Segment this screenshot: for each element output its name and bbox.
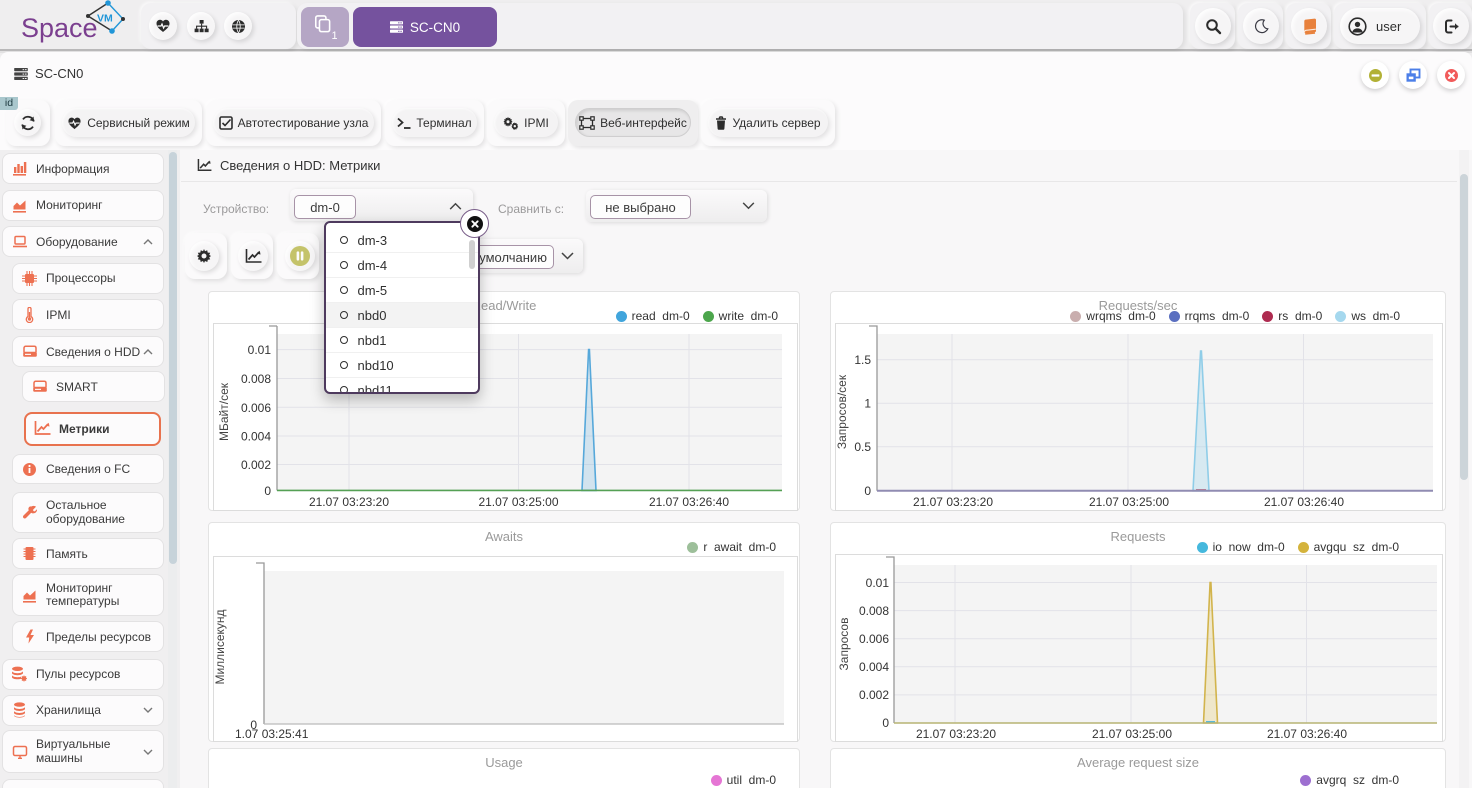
svg-text:0.5: 0.5 xyxy=(854,440,871,454)
svg-text:0: 0 xyxy=(264,484,271,498)
svg-text:Миллисекунд: Миллисекунд xyxy=(214,609,227,684)
svg-text:21.07 03:25:00: 21.07 03:25:00 xyxy=(1092,727,1172,741)
svg-text:21.07 03:23:20: 21.07 03:23:20 xyxy=(309,495,389,509)
svg-text:1.07 03:25:41: 1.07 03:25:41 xyxy=(235,727,309,741)
svg-text:VM: VM xyxy=(97,13,113,25)
svg-text:Space: Space xyxy=(21,13,98,43)
svg-text:Запросов: Запросов xyxy=(837,618,851,671)
svg-text:0.004: 0.004 xyxy=(241,430,271,444)
svg-text:21.07 03:25:00: 21.07 03:25:00 xyxy=(478,495,558,509)
svg-text:0.002: 0.002 xyxy=(859,688,889,702)
svg-text:0.004: 0.004 xyxy=(859,660,889,674)
svg-text:Запросов/сек: Запросов/сек xyxy=(836,374,849,449)
svg-text:1.5: 1.5 xyxy=(854,353,871,367)
svg-text:0: 0 xyxy=(882,716,889,730)
svg-text:0.006: 0.006 xyxy=(241,401,271,415)
svg-text:0.01: 0.01 xyxy=(248,343,272,357)
svg-text:0: 0 xyxy=(250,718,257,732)
svg-text:21.07 03:25:00: 21.07 03:25:00 xyxy=(1089,495,1169,509)
svg-text:0: 0 xyxy=(864,484,871,498)
svg-text:21.07 03:23:20: 21.07 03:23:20 xyxy=(913,495,993,509)
svg-text:21.07 03:23:20: 21.07 03:23:20 xyxy=(916,727,996,741)
svg-text:МБайт/сек: МБайт/сек xyxy=(217,382,231,441)
svg-text:0.008: 0.008 xyxy=(859,604,889,618)
svg-text:0.002: 0.002 xyxy=(241,458,271,472)
svg-text:0.006: 0.006 xyxy=(859,632,889,646)
svg-text:21.07 03:26:40: 21.07 03:26:40 xyxy=(1267,727,1347,741)
svg-text:21.07 03:26:40: 21.07 03:26:40 xyxy=(1264,495,1344,509)
svg-text:1: 1 xyxy=(864,397,871,411)
svg-text:1: 1 xyxy=(331,30,337,40)
svg-text:21.07 03:26:40: 21.07 03:26:40 xyxy=(649,495,729,509)
svg-text:0.01: 0.01 xyxy=(866,576,890,590)
svg-text:0.008: 0.008 xyxy=(241,372,271,386)
